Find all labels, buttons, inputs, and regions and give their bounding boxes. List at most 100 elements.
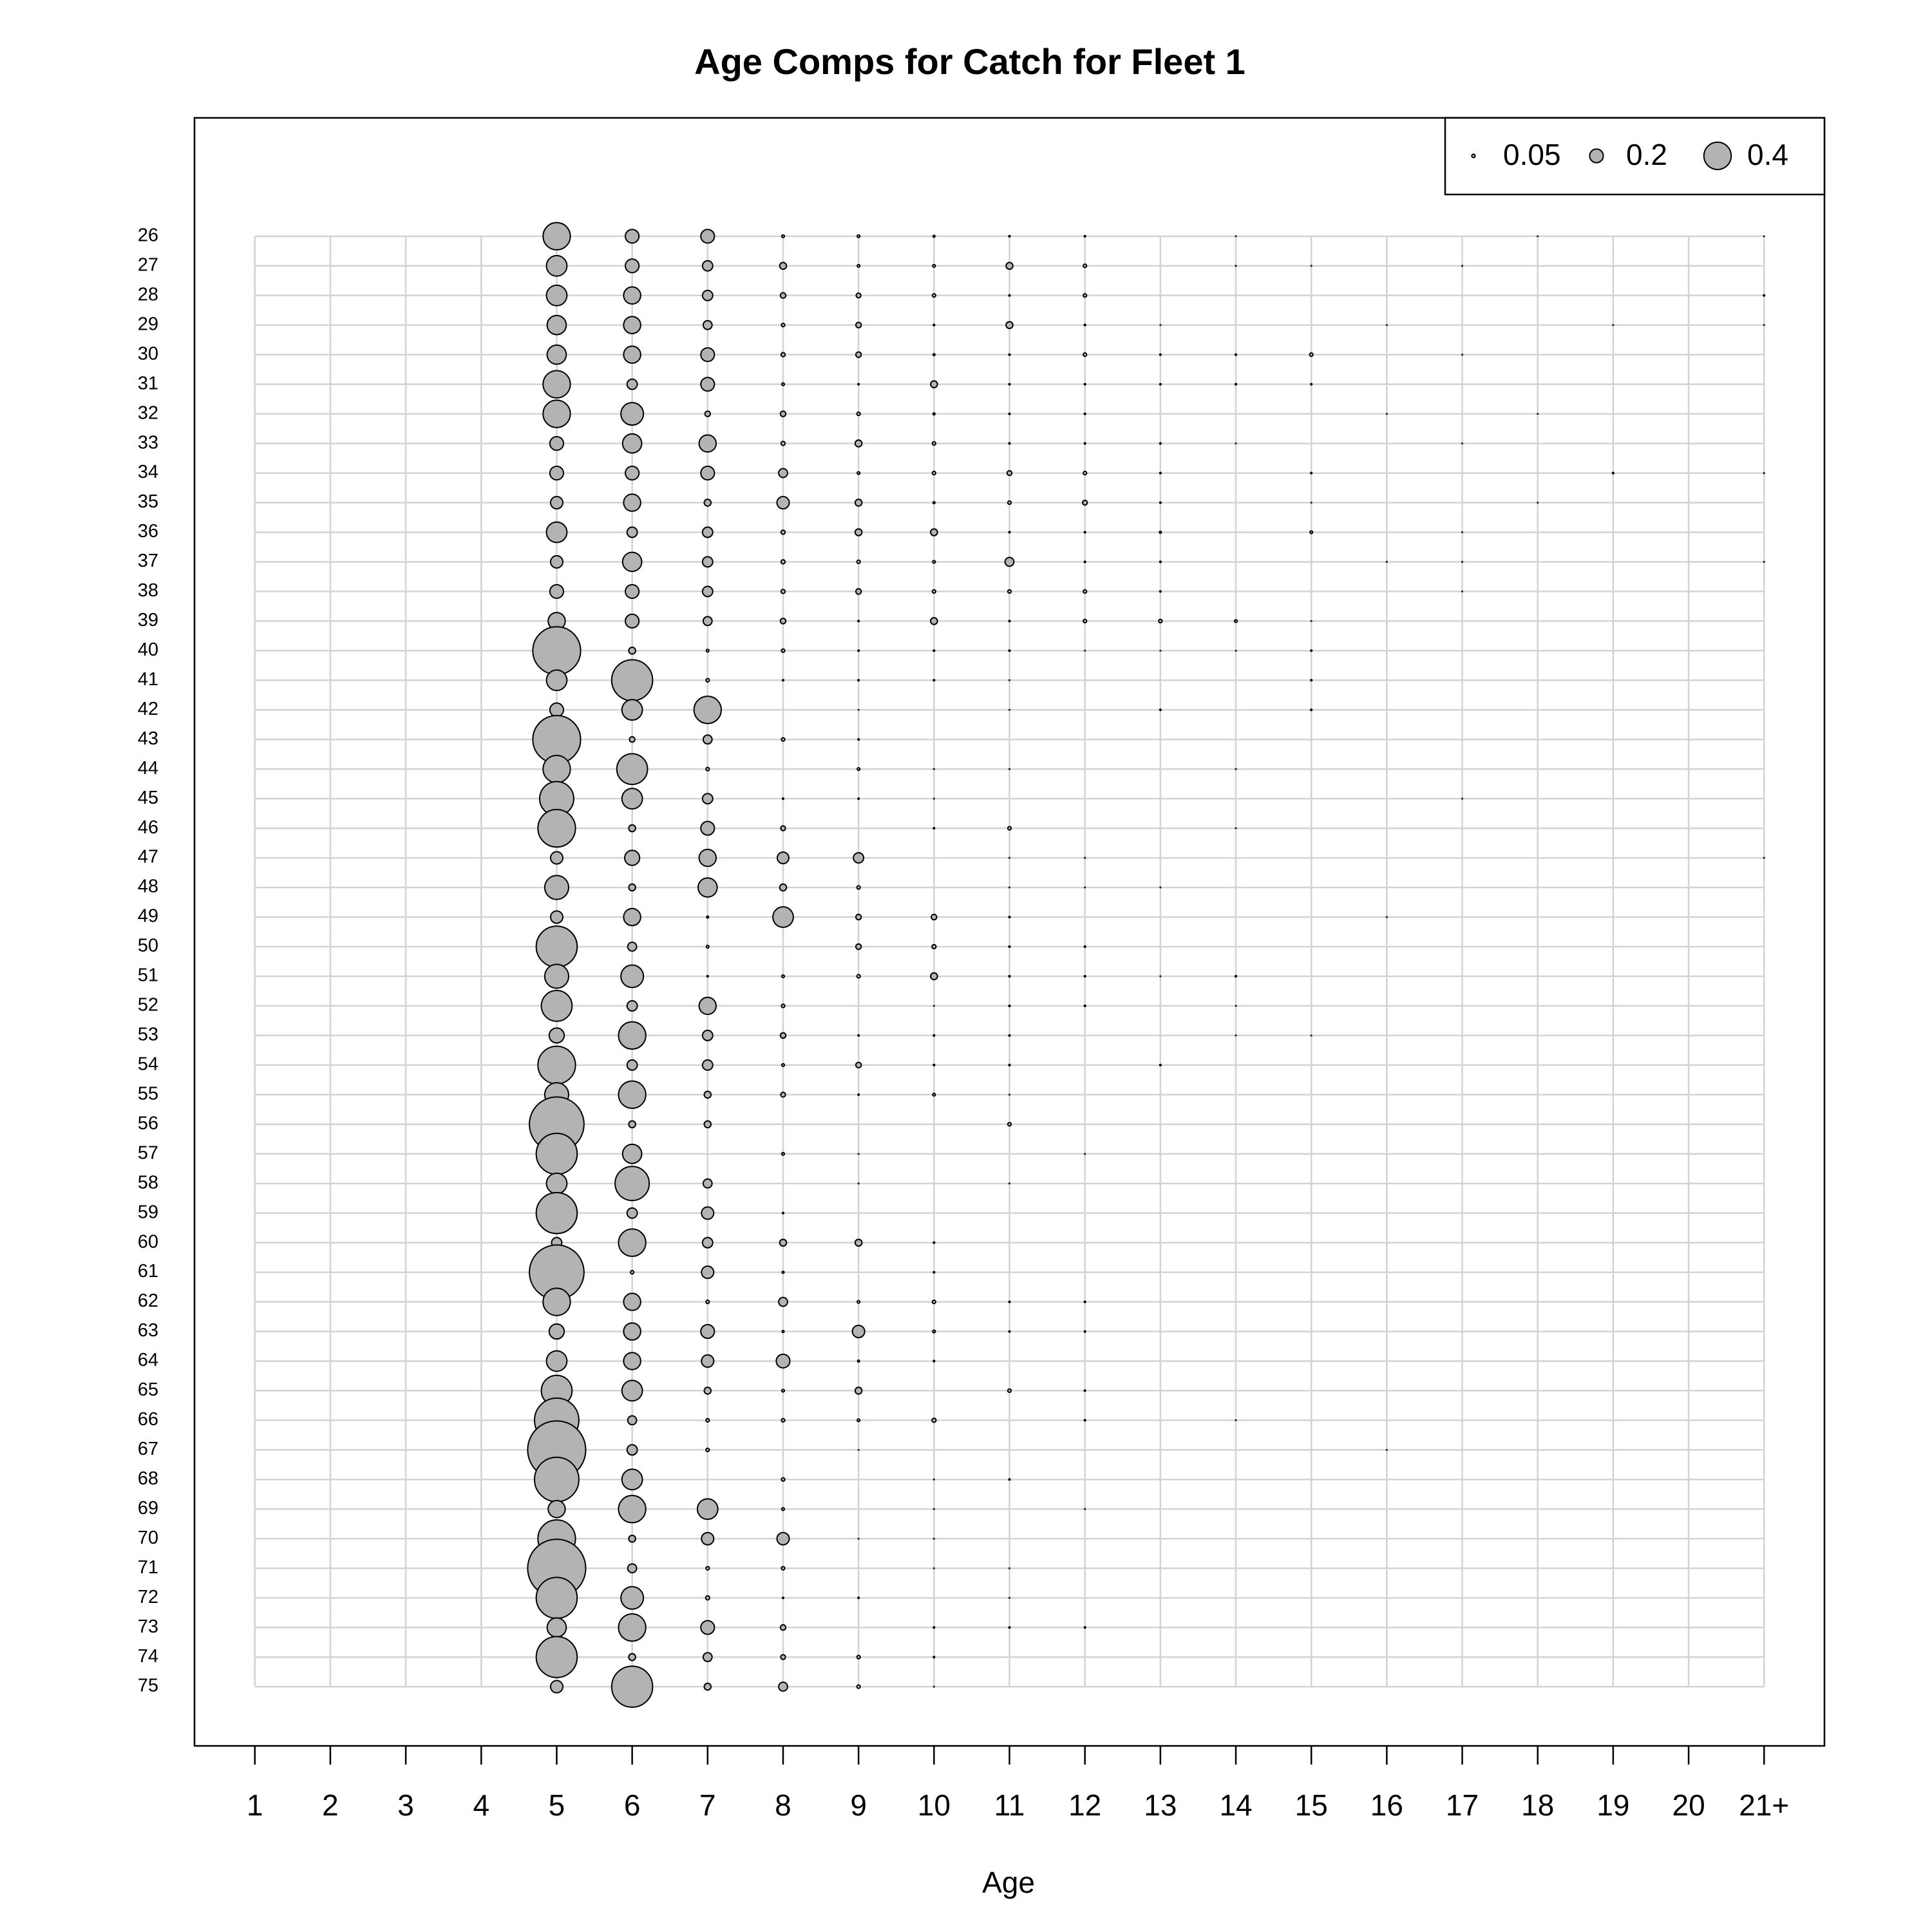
bubble [1007, 1122, 1012, 1127]
bubble [620, 1586, 645, 1610]
bubble [1005, 321, 1014, 330]
bubble [702, 1652, 713, 1662]
y-tick-label: 36 [138, 521, 158, 542]
bubble [700, 229, 715, 244]
bubble [855, 351, 862, 358]
x-tick-label: 18 [1521, 1788, 1554, 1822]
bubble [701, 1029, 714, 1041]
bubble [932, 234, 936, 238]
bubble [781, 1477, 786, 1482]
bubble [1008, 768, 1011, 770]
x-tick-label: 14 [1219, 1788, 1252, 1822]
bubble [1461, 354, 1464, 356]
bubble [627, 942, 638, 952]
bubble [1235, 1034, 1237, 1037]
bubble [1234, 353, 1238, 356]
bubble [931, 293, 936, 298]
bubble [706, 974, 709, 978]
bubble [535, 1577, 578, 1619]
bubble [933, 1626, 936, 1629]
bubble [621, 699, 643, 721]
y-tick-label: 31 [138, 373, 158, 393]
bubble [621, 433, 643, 454]
bubble [857, 1596, 860, 1600]
bubble [701, 526, 714, 538]
bubble [1083, 1389, 1086, 1392]
bubbles [527, 222, 1766, 1708]
legend-label: 0.05 [1503, 138, 1561, 171]
bubble [780, 1654, 786, 1660]
bubble [779, 883, 788, 892]
bubble [626, 1059, 638, 1071]
bubble [856, 411, 861, 417]
bubble [779, 1624, 787, 1631]
bubble [1235, 827, 1237, 829]
bubble [628, 883, 636, 892]
bubble [857, 1418, 861, 1423]
bubble [1159, 1063, 1162, 1066]
y-tick-label: 61 [138, 1261, 158, 1282]
bubble [1084, 1153, 1086, 1155]
bubble [1310, 265, 1312, 267]
y-tick-label: 29 [138, 314, 158, 334]
bubble [701, 585, 714, 598]
bubble [618, 1613, 647, 1642]
bubble [1008, 620, 1011, 623]
bubble [933, 1034, 936, 1037]
bubble [549, 495, 564, 510]
y-tick-label: 45 [138, 788, 158, 808]
bubble [857, 797, 860, 800]
bubble [549, 1680, 564, 1694]
x-tick-label: 4 [473, 1788, 489, 1822]
bubble [776, 851, 790, 865]
bubble [1008, 649, 1011, 652]
bubble [700, 820, 715, 836]
x-tick-label: 3 [397, 1788, 414, 1822]
bubble [705, 1566, 710, 1571]
bubble [628, 1653, 636, 1662]
bubble [532, 626, 582, 676]
bubble [1235, 265, 1237, 267]
bubble [1008, 1034, 1011, 1037]
y-tick-label: 38 [138, 580, 158, 601]
bubble [701, 1354, 715, 1368]
bubble [933, 679, 936, 682]
x-tick-label: 15 [1295, 1788, 1328, 1822]
bubble [1235, 1005, 1237, 1007]
x-tick-label: 11 [994, 1788, 1025, 1822]
legend: 0.05 0.2 0.4 [1471, 138, 1788, 171]
y-tick-label: 40 [138, 639, 158, 660]
bubble [704, 410, 712, 417]
bubble [701, 1059, 714, 1071]
bubble [854, 528, 863, 536]
bubble [546, 344, 567, 365]
bubble [1008, 412, 1011, 415]
bubble [857, 620, 860, 623]
bubble [1083, 383, 1086, 386]
bubble [1084, 649, 1086, 652]
bubble [779, 1032, 787, 1039]
bubble [623, 907, 641, 927]
x-tick-label: 5 [549, 1788, 565, 1822]
y-tick-label: 72 [138, 1587, 158, 1607]
bubble [856, 885, 861, 890]
y-tick-label: 75 [138, 1676, 158, 1696]
bubble [703, 1090, 712, 1099]
bubble [623, 849, 641, 866]
y-tick-label: 52 [138, 995, 158, 1016]
x-tick-label: 21+ [1739, 1788, 1789, 1822]
bubble [857, 263, 861, 268]
bubble [781, 1596, 785, 1600]
y-tick-label: 48 [138, 876, 158, 897]
bubble [623, 493, 641, 512]
y-tick-label: 41 [138, 669, 158, 690]
bubble [781, 1151, 786, 1156]
bubble [625, 258, 640, 274]
bubble [1008, 531, 1011, 534]
bubble [856, 559, 861, 565]
bubble [1008, 383, 1011, 386]
bubble [1008, 1094, 1011, 1096]
bubble [533, 1456, 580, 1502]
bubble [931, 1417, 937, 1423]
y-tick-label: 27 [138, 254, 158, 275]
